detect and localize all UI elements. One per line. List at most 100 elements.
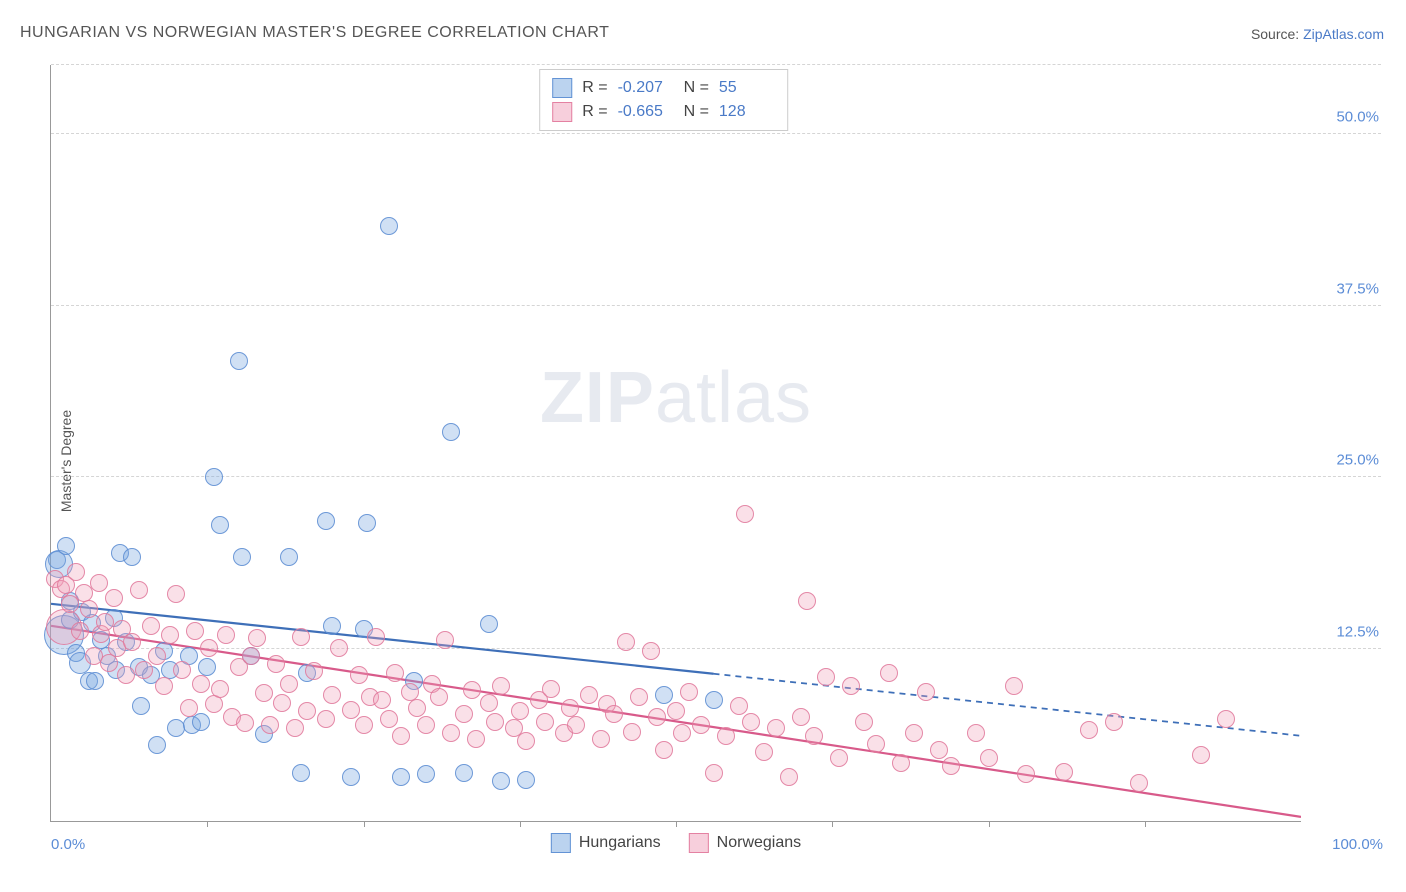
data-point (298, 702, 316, 720)
data-point (1105, 713, 1123, 731)
data-point (117, 666, 135, 684)
data-point (492, 677, 510, 695)
y-tick-label: 50.0% (1336, 108, 1379, 125)
x-axis-max-label: 100.0% (1332, 836, 1383, 853)
data-point (350, 666, 368, 684)
source-link[interactable]: ZipAtlas.com (1303, 26, 1384, 42)
chart-container: Master's Degree ZIPatlas R = -0.207 N = … (50, 60, 1386, 862)
data-point (71, 622, 89, 640)
chart-title: HUNGARIAN VS NORWEGIAN MASTER'S DEGREE C… (20, 24, 609, 42)
data-point (230, 352, 248, 370)
data-point (467, 730, 485, 748)
legend-label-norwegians: Norwegians (717, 834, 801, 852)
stats-legend-box: R = -0.207 N = 55 R = -0.665 N = 128 (539, 69, 788, 131)
data-point (755, 743, 773, 761)
data-point (280, 548, 298, 566)
data-point (455, 764, 473, 782)
data-point (830, 749, 848, 767)
data-point (1055, 763, 1073, 781)
data-point (80, 600, 98, 618)
data-point (135, 661, 153, 679)
data-point (1192, 746, 1210, 764)
data-point (123, 548, 141, 566)
data-point (855, 713, 873, 731)
legend-swatch-blue-icon (551, 833, 571, 853)
data-point (167, 719, 185, 737)
data-point (280, 675, 298, 693)
plot-area: ZIPatlas R = -0.207 N = 55 R = -0.665 N … (50, 65, 1301, 822)
data-point (57, 537, 75, 555)
data-point (580, 686, 598, 704)
gridline (51, 64, 1381, 65)
data-point (967, 724, 985, 742)
data-point (717, 727, 735, 745)
data-point (736, 505, 754, 523)
y-tick-label: 25.0% (1336, 452, 1379, 469)
data-point (436, 631, 454, 649)
data-point (417, 765, 435, 783)
data-point (105, 589, 123, 607)
x-tick (676, 821, 677, 827)
data-point (817, 668, 835, 686)
data-point (417, 716, 435, 734)
data-point (592, 730, 610, 748)
data-point (408, 699, 426, 717)
data-point (236, 714, 254, 732)
stat-n-label: N = (684, 76, 709, 100)
stats-row-norwegians: R = -0.665 N = 128 (552, 100, 775, 124)
data-point (358, 514, 376, 532)
data-point (648, 708, 666, 726)
x-tick (1145, 821, 1146, 827)
legend-item-norwegians: Norwegians (689, 833, 801, 853)
data-point (917, 683, 935, 701)
data-point (1005, 677, 1023, 695)
data-point (463, 681, 481, 699)
data-point (1017, 765, 1035, 783)
stat-r-label: R = (582, 100, 607, 124)
data-point (617, 633, 635, 651)
data-point (805, 727, 823, 745)
data-point (942, 757, 960, 775)
data-point (67, 563, 85, 581)
data-point (323, 686, 341, 704)
gridline (51, 133, 1381, 134)
source-attribution: Source: ZipAtlas.com (1251, 26, 1384, 42)
data-point (480, 615, 498, 633)
data-point (317, 710, 335, 728)
data-point (667, 702, 685, 720)
data-point (486, 713, 504, 731)
watermark-rest: atlas (655, 358, 812, 438)
swatch-pink-icon (552, 102, 572, 122)
data-point (630, 688, 648, 706)
data-point (198, 658, 216, 676)
data-point (123, 633, 141, 651)
stat-r-value-hungarians: -0.207 (618, 76, 674, 100)
data-point (86, 672, 104, 690)
data-point (930, 741, 948, 759)
data-point (455, 705, 473, 723)
data-point (323, 617, 341, 635)
source-label: Source: (1251, 26, 1303, 42)
data-point (217, 626, 235, 644)
data-point (905, 724, 923, 742)
data-point (342, 768, 360, 786)
data-point (342, 701, 360, 719)
x-tick (207, 821, 208, 827)
data-point (292, 764, 310, 782)
data-point (286, 719, 304, 737)
data-point (567, 716, 585, 734)
data-point (673, 724, 691, 742)
data-point (511, 702, 529, 720)
data-point (655, 741, 673, 759)
stat-r-value-norwegians: -0.665 (618, 100, 674, 124)
data-point (380, 217, 398, 235)
data-point (401, 683, 419, 701)
x-tick (364, 821, 365, 827)
stats-row-hungarians: R = -0.207 N = 55 (552, 76, 775, 100)
data-point (561, 699, 579, 717)
data-point (536, 713, 554, 731)
watermark-bold: ZIP (540, 358, 655, 438)
data-point (192, 713, 210, 731)
legend-swatch-pink-icon (689, 833, 709, 853)
data-point (186, 622, 204, 640)
